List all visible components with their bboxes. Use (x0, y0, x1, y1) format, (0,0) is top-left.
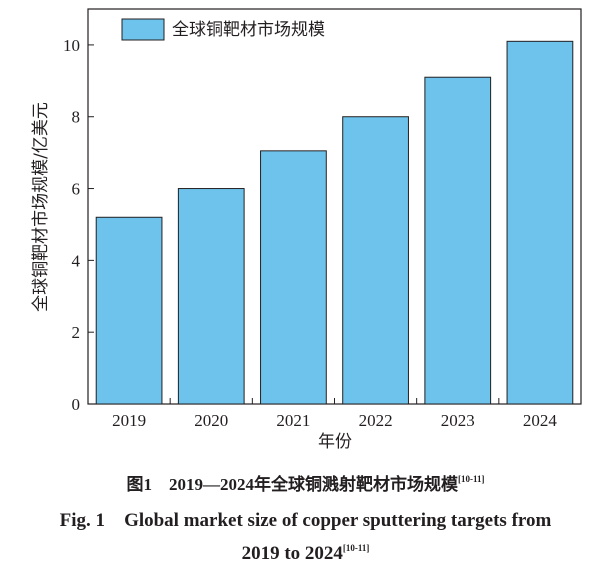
y-tick-label: 10 (63, 36, 80, 55)
caption-cn: 图1 2019—2024年全球铜溅射靶材市场规模[10-11] (0, 470, 611, 495)
y-tick-label: 6 (72, 180, 81, 199)
x-tick-label: 2020 (194, 411, 228, 430)
caption-cn-label: 图1 (126, 475, 153, 494)
bar-chart: 0 2 4 6 8 10 2019 2020 2021 2022 2023 2024 全球铜靶材市场… (31, 8, 582, 452)
x-axis-label: 年份 (318, 432, 352, 452)
bar-2021 (260, 150, 327, 405)
caption-en-ref: [10-11] (342, 543, 370, 553)
legend-swatch (121, 18, 165, 41)
x-tick-label: 2024 (523, 411, 558, 430)
x-tick-label: 2022 (359, 411, 393, 430)
x-tick-label: 2021 (276, 411, 310, 430)
bar-2023 (424, 76, 492, 405)
bar-2024 (506, 40, 574, 405)
y-axis-label: 全球铜靶材市场规模/亿美元 (31, 102, 51, 312)
caption-en-text-1: Global market size of copper sputtering … (124, 510, 552, 531)
x-tick-label: 2023 (441, 411, 475, 430)
bar-2019 (95, 216, 163, 405)
caption-cn-ref: [10-11] (458, 474, 485, 484)
caption-cn-text: 2019—2024年全球铜溅射靶材市场规模 (169, 475, 458, 494)
y-tick-label: 8 (72, 108, 81, 127)
caption-en-label: Fig. 1 (59, 510, 106, 531)
y-tick-label: 2 (72, 323, 81, 342)
caption-en-text-2: 2019 to 2024 (241, 543, 343, 564)
legend-label: 全球铜靶材市场规模 (172, 20, 325, 40)
y-tick-label: 4 (72, 251, 81, 270)
caption-en-line2: 2019 to 2024[10-11] (0, 543, 611, 565)
x-tick-label: 2019 (112, 411, 146, 430)
bar-2022 (342, 116, 409, 405)
caption-en-line1: Fig. 1 Global market size of copper sput… (0, 510, 611, 532)
bar-2020 (177, 188, 245, 405)
y-tick-label: 0 (72, 395, 81, 414)
